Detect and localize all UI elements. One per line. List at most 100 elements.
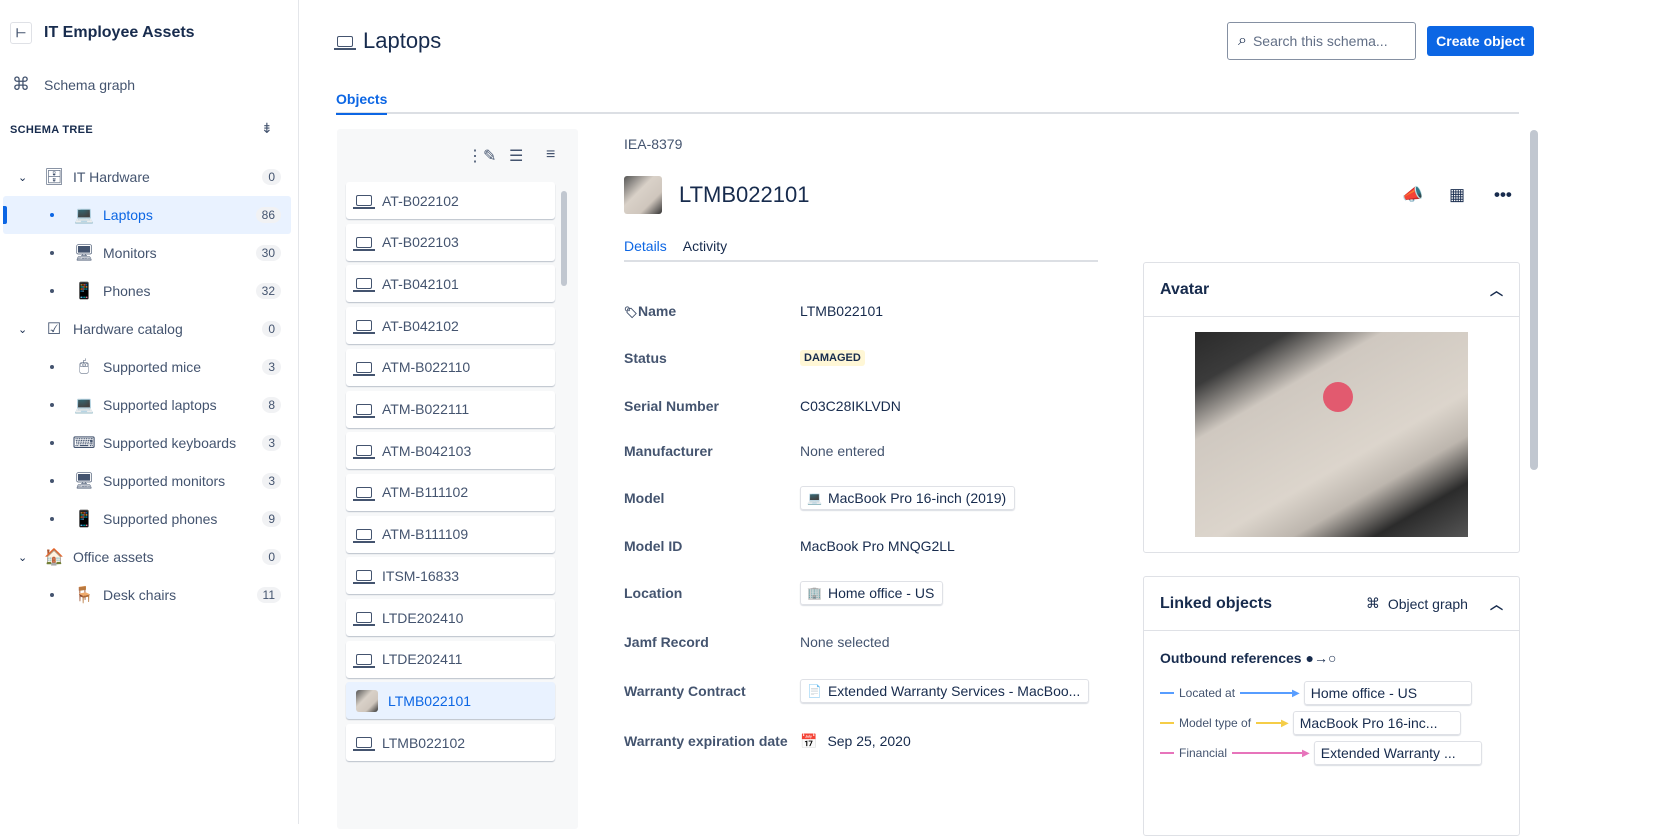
- tree-item-supported-keyboards[interactable]: ⌨ Supported keyboards 3: [3, 424, 291, 462]
- laptop-icon: [353, 278, 375, 293]
- list-item[interactable]: AT-B022103: [346, 223, 555, 261]
- count-badge: 3: [262, 473, 281, 489]
- search-input[interactable]: ⌕ Search this schema...: [1227, 22, 1416, 60]
- tree-item-label: Office assets: [73, 549, 154, 565]
- chevron-up-icon[interactable]: ︿: [1489, 283, 1503, 298]
- list-item[interactable]: AT-B022102: [346, 182, 555, 219]
- sidebar: ⊢ IT Employee Assets ⌘ Schema graph SCHEMA…: [0, 0, 299, 824]
- chevron-down-icon[interactable]: ⌄: [18, 323, 28, 336]
- tree-item-supported-monitors[interactable]: 🖥 Supported monitors 3: [3, 462, 291, 500]
- count-badge: 8: [262, 397, 281, 413]
- outbound-arrow-icon: ●→○: [1305, 650, 1337, 666]
- megaphone-icon[interactable]: 📣: [1402, 185, 1424, 204]
- list-item[interactable]: ATM-B022111: [346, 390, 555, 428]
- qr-code-icon[interactable]: ▦: [1449, 185, 1466, 204]
- bullet: [50, 479, 54, 483]
- list-item[interactable]: ATM-B042103: [346, 432, 555, 470]
- bullet: [50, 441, 54, 445]
- object-reference-chip[interactable]: 🏢 Home office - US: [800, 581, 944, 605]
- collapse-all-icon[interactable]: ⇟: [261, 120, 273, 136]
- bullet: [50, 289, 54, 293]
- laptop-icon: [353, 528, 375, 543]
- list-item[interactable]: AT-B042102: [346, 307, 555, 345]
- list-item[interactable]: LTDE202410: [346, 599, 555, 636]
- object-reference-chip[interactable]: 📄 Extended Warranty Services - MacBoo...: [800, 679, 1090, 703]
- tab-objects[interactable]: Objects: [336, 91, 388, 115]
- object-reference-chip[interactable]: 💻 MacBook Pro 16-inch (2019): [800, 486, 1016, 510]
- tree-item-hardware-catalog[interactable]: ⌄ ☑ Hardware catalog 0: [3, 310, 291, 348]
- attribute-row: Model ID MacBook Pro MNQG2LL: [624, 531, 955, 561]
- search-icon: ⌕: [1238, 32, 1247, 49]
- list-item[interactable]: ATM-B022110: [346, 348, 555, 386]
- tree-item-supported-phones[interactable]: 📱 Supported phones 9: [3, 500, 291, 538]
- arrow-icon: ▶: [1281, 717, 1289, 729]
- attribute-label-text: Warranty Contract: [624, 683, 746, 699]
- bullet: [50, 213, 54, 217]
- create-object-button[interactable]: Create object: [1427, 26, 1534, 56]
- house-icon: 🏠: [44, 549, 64, 566]
- tree-item-label: Laptops: [103, 207, 153, 223]
- list-item[interactable]: ATM-B111109: [346, 515, 555, 553]
- attribute-row: Jamf Record None selected: [624, 627, 890, 657]
- attribute-label-text: Location: [624, 585, 683, 601]
- object-reference-chip[interactable]: Home office - US: [1303, 681, 1472, 705]
- tree-item-label: Supported mice: [103, 359, 202, 375]
- tree-item-monitors[interactable]: 🖥 Monitors 30: [3, 234, 291, 272]
- count-badge: 9: [262, 511, 281, 527]
- list-item-label: AT-B022103: [382, 234, 459, 251]
- attribute-value: MacBook Pro MNQG2LL: [800, 538, 955, 554]
- tree-item-supported-mice[interactable]: 🖱 Supported mice 3: [3, 348, 291, 386]
- tree-item-desk-chairs[interactable]: 🪑 Desk chairs 11: [3, 576, 291, 614]
- list-item[interactable]: ATM-B111102: [346, 473, 555, 511]
- tree-item-phones[interactable]: 📱 Phones 32: [3, 272, 291, 310]
- more-icon[interactable]: •••: [1494, 185, 1512, 204]
- attribute-label: Manufacturer: [624, 443, 800, 459]
- attribute-label: Location: [624, 585, 800, 601]
- attribute-row: Model 💻 MacBook Pro 16-inch (2019): [624, 483, 1016, 513]
- object-graph-button[interactable]: ⌘ Object graph: [1366, 595, 1468, 612]
- page-scrollbar[interactable]: [1530, 130, 1538, 470]
- count-badge: 30: [255, 245, 281, 261]
- edit-columns-icon[interactable]: ⋮✎: [467, 148, 497, 165]
- arrow-icon: ▶: [1292, 687, 1300, 699]
- tree-item-laptops[interactable]: 💻 Laptops 86: [3, 196, 291, 234]
- outbound-references-heading: Outbound references ●→○: [1160, 650, 1336, 666]
- tab-activity[interactable]: Activity: [682, 238, 728, 254]
- attribute-label-text: Model: [624, 490, 665, 506]
- attribute-row: Status DAMAGED: [624, 343, 865, 373]
- chevron-down-icon[interactable]: ⌄: [18, 551, 28, 564]
- attribute-value: C03C28IKLVDN: [800, 398, 901, 414]
- chevron-up-icon[interactable]: ︿: [1489, 597, 1503, 612]
- list-item[interactable]: LTDE202411: [346, 640, 555, 678]
- outbound-reference: Located at ▶ Home office - US: [1160, 681, 1472, 705]
- attribute-label: Warranty Contract: [624, 683, 800, 699]
- tree-item-label: IT Hardware: [73, 169, 150, 185]
- list-item[interactable]: AT-B042101: [346, 265, 555, 303]
- schema-title[interactable]: ⊢ IT Employee Assets: [10, 22, 195, 44]
- schema-icon: ⊢: [10, 22, 32, 44]
- schema-graph-link[interactable]: ⌘ Schema graph: [12, 74, 135, 95]
- list-item[interactable]: ITSM-16833: [346, 557, 555, 595]
- laptop-icon: 💻: [807, 491, 822, 505]
- object-reference-chip[interactable]: MacBook Pro 16-inc...: [1292, 711, 1461, 735]
- tab-divider: [336, 112, 1519, 114]
- tree-item-supported-laptops[interactable]: 💻 Supported laptops 8: [3, 386, 291, 424]
- count-badge: 3: [262, 359, 281, 375]
- laptop-icon: [353, 737, 375, 752]
- tree-item-it-hardware[interactable]: ⌄ 🗄 IT Hardware 0: [3, 158, 291, 196]
- filter-icon[interactable]: ☰: [509, 148, 524, 165]
- tag-icon: 🏷: [624, 307, 638, 319]
- tab-details[interactable]: Details: [624, 238, 667, 262]
- list-item[interactable]: LTMB022101: [346, 682, 555, 720]
- chevron-down-icon[interactable]: ⌄: [18, 171, 28, 184]
- list-item-label: LTMB022101: [388, 692, 472, 709]
- object-title: LTMB022101: [624, 176, 809, 214]
- object-avatar: [624, 176, 662, 214]
- list-scrollbar[interactable]: [561, 191, 567, 286]
- list-item[interactable]: LTMB022102: [346, 724, 555, 762]
- document-icon: 📄: [807, 684, 822, 698]
- count-badge: 3: [262, 435, 281, 451]
- tree-item-office-assets[interactable]: ⌄ 🏠 Office assets 0: [3, 538, 291, 576]
- list-view-icon[interactable]: ≡: [546, 146, 556, 163]
- object-reference-chip[interactable]: Extended Warranty ...: [1313, 741, 1482, 765]
